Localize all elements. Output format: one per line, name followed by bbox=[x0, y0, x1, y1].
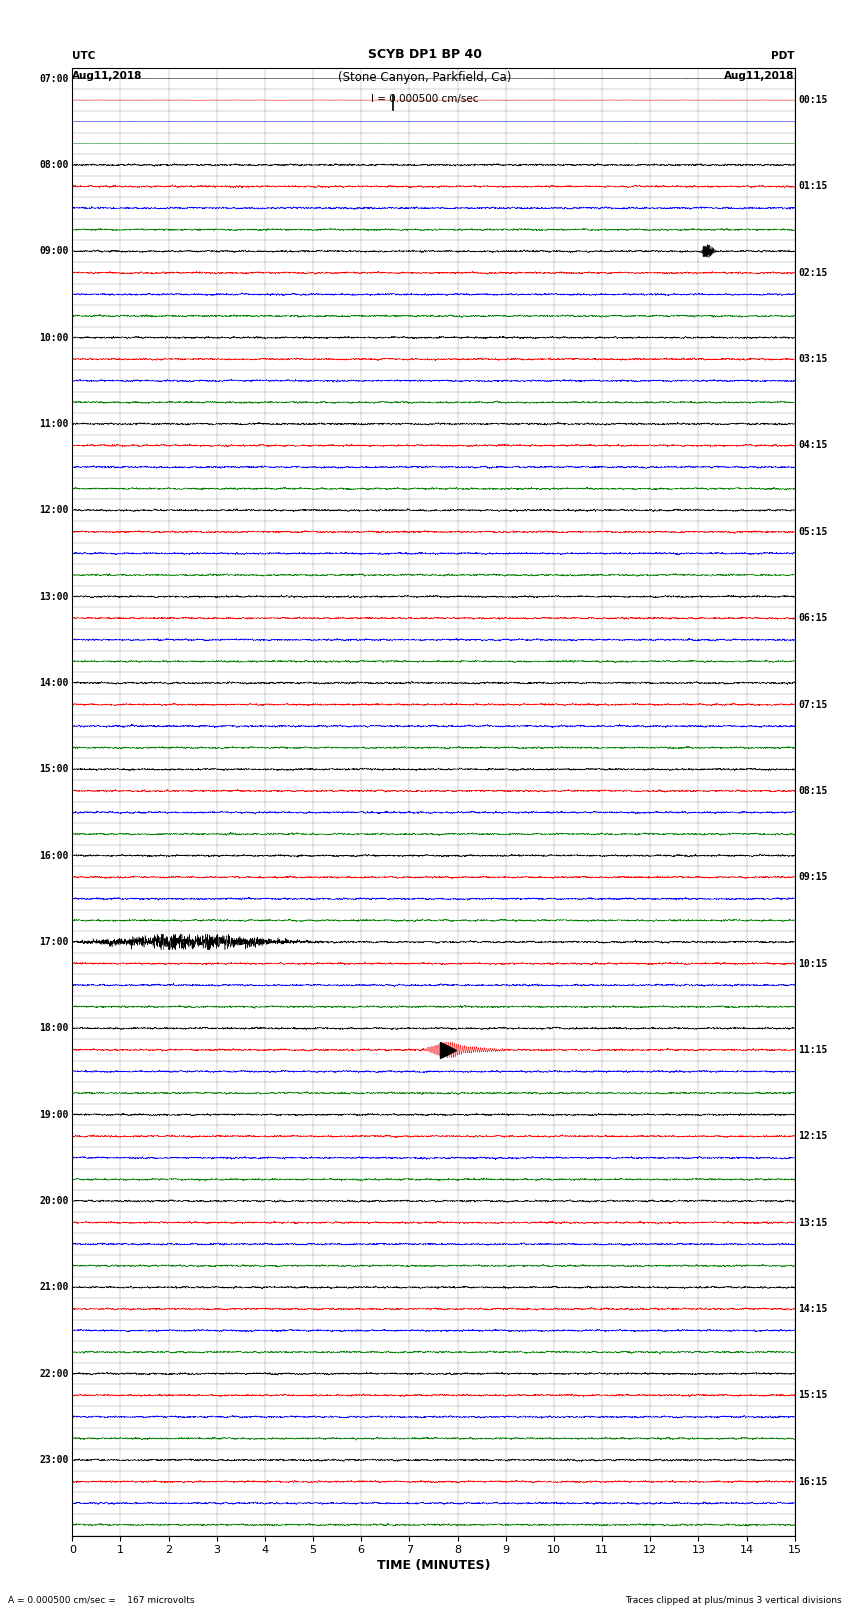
Text: 11:00: 11:00 bbox=[39, 419, 69, 429]
Text: SCYB DP1 BP 40: SCYB DP1 BP 40 bbox=[368, 48, 482, 61]
Text: 07:15: 07:15 bbox=[798, 700, 828, 710]
Text: I = 0.000500 cm/sec: I = 0.000500 cm/sec bbox=[371, 94, 479, 103]
Text: 16:15: 16:15 bbox=[798, 1476, 828, 1487]
Text: 13:15: 13:15 bbox=[798, 1218, 828, 1227]
Text: 09:15: 09:15 bbox=[798, 873, 828, 882]
Text: 13:00: 13:00 bbox=[39, 592, 69, 602]
Text: 17:00: 17:00 bbox=[39, 937, 69, 947]
Text: 11:15: 11:15 bbox=[798, 1045, 828, 1055]
Text: 14:15: 14:15 bbox=[798, 1303, 828, 1315]
Text: 15:15: 15:15 bbox=[798, 1390, 828, 1400]
Text: 12:00: 12:00 bbox=[39, 505, 69, 515]
Text: 03:15: 03:15 bbox=[798, 355, 828, 365]
Text: 16:00: 16:00 bbox=[39, 850, 69, 861]
Text: 08:00: 08:00 bbox=[39, 160, 69, 169]
Text: 07:00: 07:00 bbox=[39, 74, 69, 84]
Text: Traces clipped at plus/minus 3 vertical divisions: Traces clipped at plus/minus 3 vertical … bbox=[625, 1595, 842, 1605]
Text: 18:00: 18:00 bbox=[39, 1023, 69, 1034]
Text: 01:15: 01:15 bbox=[798, 182, 828, 192]
Text: 02:15: 02:15 bbox=[798, 268, 828, 277]
Text: UTC: UTC bbox=[72, 52, 95, 61]
Text: 21:00: 21:00 bbox=[39, 1282, 69, 1292]
Text: Aug11,2018: Aug11,2018 bbox=[724, 71, 795, 81]
Text: PDT: PDT bbox=[771, 52, 795, 61]
Text: Aug11,2018: Aug11,2018 bbox=[72, 71, 143, 81]
X-axis label: TIME (MINUTES): TIME (MINUTES) bbox=[377, 1560, 490, 1573]
Text: 15:00: 15:00 bbox=[39, 765, 69, 774]
Text: 10:15: 10:15 bbox=[798, 958, 828, 968]
Text: 08:15: 08:15 bbox=[798, 786, 828, 795]
Text: A = 0.000500 cm/sec =    167 microvolts: A = 0.000500 cm/sec = 167 microvolts bbox=[8, 1595, 195, 1605]
Text: (Stone Canyon, Parkfield, Ca): (Stone Canyon, Parkfield, Ca) bbox=[338, 71, 512, 84]
Text: 20:00: 20:00 bbox=[39, 1195, 69, 1207]
Text: 06:15: 06:15 bbox=[798, 613, 828, 623]
Text: 12:15: 12:15 bbox=[798, 1131, 828, 1142]
Text: 00:15: 00:15 bbox=[798, 95, 828, 105]
Text: 19:00: 19:00 bbox=[39, 1110, 69, 1119]
Text: 10:00: 10:00 bbox=[39, 332, 69, 342]
Text: 14:00: 14:00 bbox=[39, 677, 69, 687]
Text: 05:15: 05:15 bbox=[798, 527, 828, 537]
Text: 23:00: 23:00 bbox=[39, 1455, 69, 1465]
Text: 04:15: 04:15 bbox=[798, 440, 828, 450]
Text: 22:00: 22:00 bbox=[39, 1369, 69, 1379]
Text: 09:00: 09:00 bbox=[39, 247, 69, 256]
